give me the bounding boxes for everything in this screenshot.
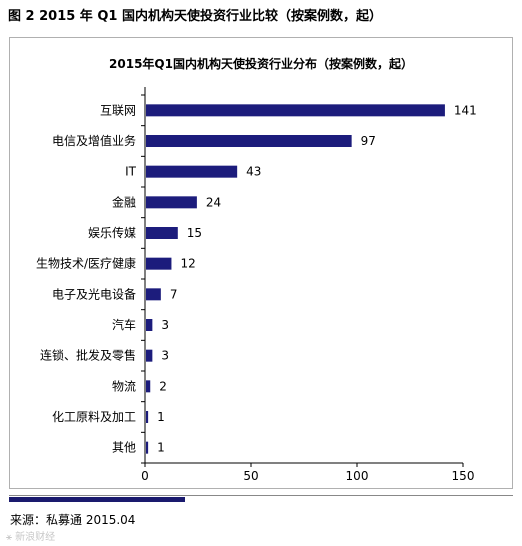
x-tick-label: 0 xyxy=(141,469,149,483)
bar xyxy=(146,349,153,362)
bar xyxy=(146,257,172,270)
figure-title: 图 2 2015 年 Q1 国内机构天使投资行业比较（按案例数，起） xyxy=(8,9,382,24)
bar xyxy=(146,319,153,331)
value-label: 97 xyxy=(361,134,376,148)
category-label: 汽车 xyxy=(112,317,136,332)
x-tick-label: 50 xyxy=(243,469,258,483)
chart-title: 2015年Q1国内机构天使投资行业分布（按案例数，起） xyxy=(109,57,413,71)
value-label: 15 xyxy=(187,226,202,240)
value-label: 3 xyxy=(161,318,169,332)
bar xyxy=(146,196,197,209)
bar xyxy=(146,288,161,301)
category-label: 金融 xyxy=(112,194,136,209)
value-label: 7 xyxy=(170,287,178,301)
category-label: 连锁、批发及零售 xyxy=(40,348,136,363)
value-label: 1 xyxy=(157,441,165,455)
category-label: 化工原料及加工 xyxy=(52,410,136,424)
bar xyxy=(146,411,149,423)
bar xyxy=(146,135,352,147)
chart-panel: 2015年Q1国内机构天使投资行业分布（按案例数，起） 互联网 141 电信及增值业… xyxy=(9,37,513,489)
source-note: 来源：私募通 2015.04 xyxy=(10,513,136,527)
value-label: 43 xyxy=(246,165,261,179)
category-label: 互联网 xyxy=(100,103,136,117)
category-label: 电信及增值业务 xyxy=(52,133,136,148)
bar xyxy=(146,165,238,178)
category-label: 其他 xyxy=(112,441,136,455)
value-label: 3 xyxy=(161,349,169,363)
category-label: IT xyxy=(125,165,137,179)
footer-accent-band xyxy=(9,497,185,502)
category-label: 物流 xyxy=(112,379,136,393)
value-label: 141 xyxy=(454,103,477,117)
bar xyxy=(146,104,445,117)
category-label: 电子及光电设备 xyxy=(52,287,136,301)
value-label: 1 xyxy=(157,410,165,424)
x-tick-label: 100 xyxy=(346,469,369,483)
x-tick-label: 150 xyxy=(452,469,475,483)
value-label: 24 xyxy=(206,195,221,209)
footer-divider xyxy=(9,495,513,496)
bar xyxy=(146,227,178,239)
watermark-logo: ⚹ 新浪财经 xyxy=(6,532,56,543)
bar xyxy=(146,441,149,454)
category-label: 娱乐传媒 xyxy=(88,225,136,240)
value-label: 2 xyxy=(159,379,167,393)
category-label: 生物技术/医疗健康 xyxy=(36,256,136,271)
value-label: 12 xyxy=(180,257,195,271)
bar xyxy=(146,380,151,393)
